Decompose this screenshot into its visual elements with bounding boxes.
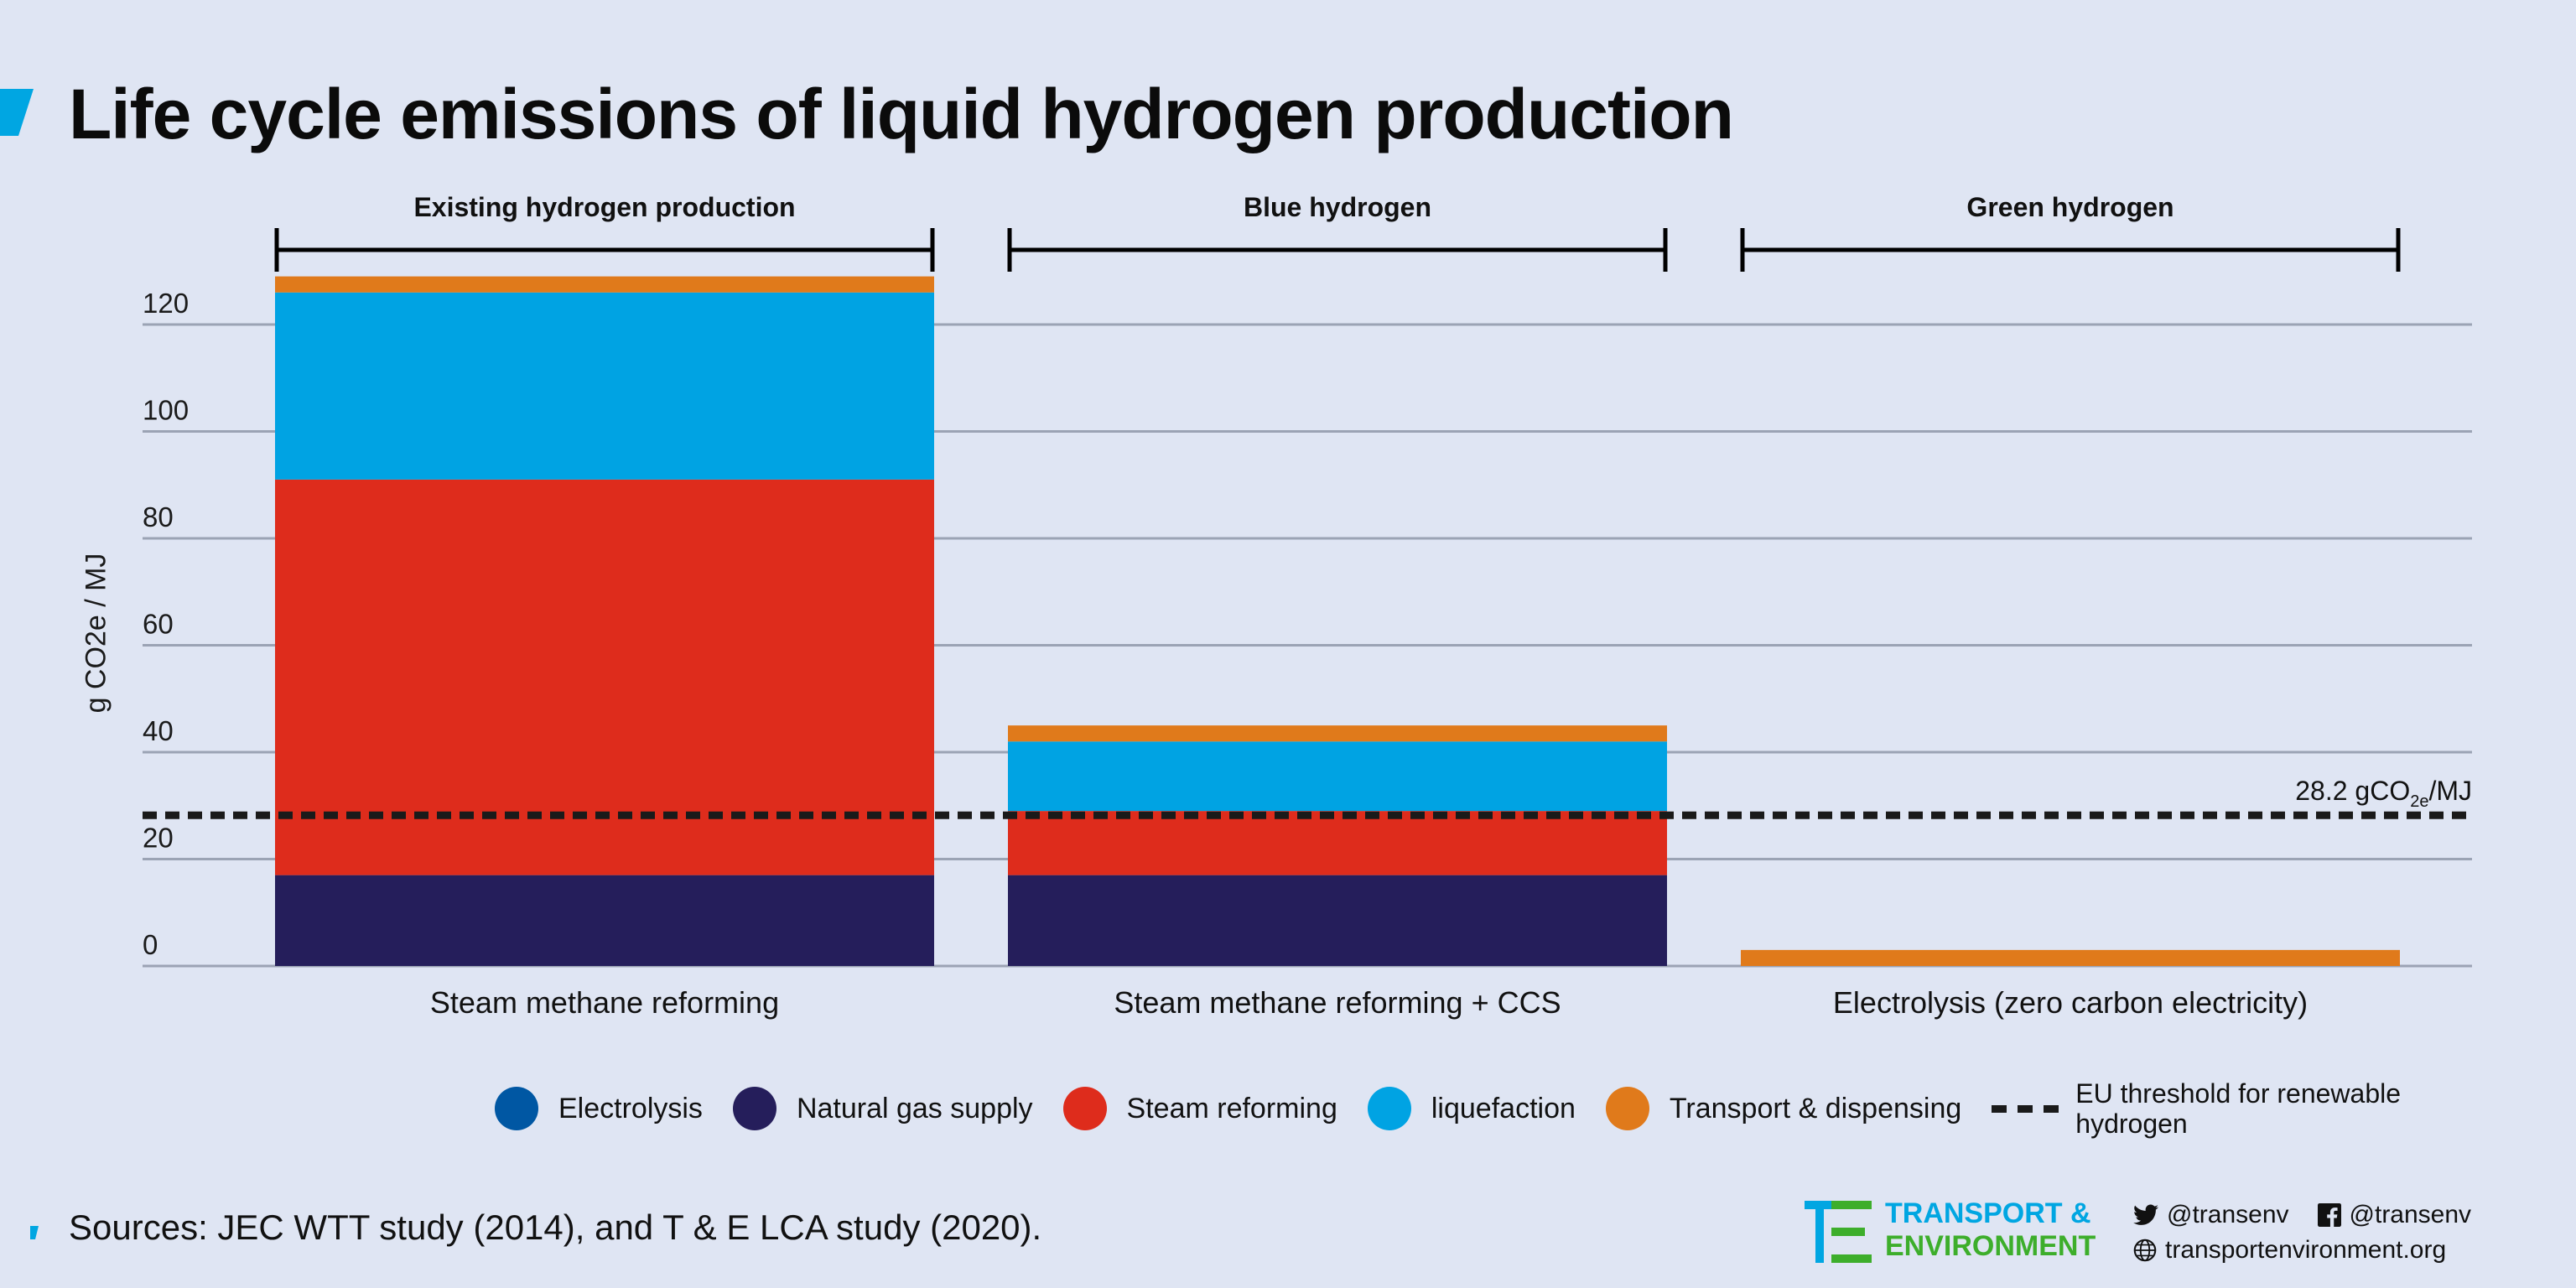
legend-dashed-line (1992, 1104, 2059, 1113)
twitter-handle[interactable]: @transenv (2167, 1201, 2289, 1228)
bar-segment (1741, 949, 2400, 966)
y-tick-label: 20 (143, 823, 174, 854)
group-header: Existing hydrogen production (413, 192, 795, 222)
threshold-label: 28.2 gCO2e/MJ (2295, 776, 2472, 811)
y-tick-label: 40 (143, 715, 174, 746)
sources-accent-shape (30, 1226, 39, 1239)
legend-label: Steam reforming (1126, 1092, 1337, 1124)
legend-label: Electrolysis (558, 1092, 703, 1124)
bar-segment (275, 875, 934, 966)
legend-label: Transport & dispensing (1669, 1092, 1962, 1124)
bar-segment (275, 276, 934, 293)
y-tick-label: 60 (143, 609, 174, 640)
legend-item-steam-reforming: Steam reforming (1062, 1087, 1337, 1130)
logo-wordmark: TRANSPORT & ENVIRONMENT (1885, 1197, 2096, 1263)
legend-swatch (1062, 1087, 1107, 1130)
legend-item-eu-threshold: EU threshold for renewable hydrogen (1992, 1078, 2436, 1139)
social-links: @transenv @transenv transportenvironment… (2133, 1197, 2471, 1268)
globe-icon (2133, 1239, 2157, 1262)
legend-swatch (1367, 1087, 1411, 1130)
y-axis-label: g CO2e / MJ (80, 553, 112, 714)
bar-segment (275, 292, 934, 480)
sources-note: Sources: JEC WTT study (2014), and T & E… (69, 1208, 1042, 1247)
group-header: Blue hydrogen (1244, 192, 1431, 222)
y-tick-label: 0 (143, 929, 158, 960)
legend-label: liquefaction (1431, 1092, 1576, 1124)
group-header: Green hydrogen (1966, 192, 2174, 222)
logo-line-2: ENVIRONMENT (1885, 1230, 2096, 1262)
y-tick-label: 100 (143, 395, 189, 426)
legend-item-electrolysis: Electrolysis (495, 1087, 703, 1130)
y-tick-label: 80 (143, 501, 174, 532)
x-tick-label: Steam methane reforming + CCS (1114, 985, 1561, 1020)
legend-swatch (732, 1087, 776, 1130)
facebook-handle[interactable]: @transenv (2349, 1201, 2472, 1228)
twitter-icon (2133, 1204, 2158, 1225)
legend-label: Natural gas supply (796, 1092, 1033, 1124)
legend-item-transport-dispensing: Transport & dispensing (1605, 1087, 1962, 1130)
legend: Electrolysis Natural gas supply Steam re… (495, 1078, 2466, 1139)
legend-swatch (1605, 1087, 1649, 1130)
logo-line-1: TRANSPORT & (1885, 1197, 2091, 1229)
website-link[interactable]: transportenvironment.org (2165, 1236, 2447, 1264)
title-accent-shape (0, 89, 34, 136)
bar-segment (1008, 725, 1667, 742)
x-tick-label: Electrolysis (zero carbon electricity) (1833, 985, 2308, 1020)
y-tick-label: 120 (143, 288, 189, 319)
transport-environment-logo: TRANSPORT & ENVIRONMENT (1805, 1197, 2113, 1266)
x-tick-label: Steam methane reforming (430, 985, 779, 1020)
page-title: Life cycle emissions of liquid hydrogen … (69, 75, 1734, 153)
legend-label: EU threshold for renewable hydrogen (2075, 1078, 2402, 1139)
bar-segment (1008, 875, 1667, 966)
te-logo-icon (1805, 1201, 1872, 1263)
legend-item-natural-gas-supply: Natural gas supply (732, 1087, 1033, 1130)
facebook-icon (2317, 1203, 2341, 1227)
legend-swatch (495, 1087, 538, 1130)
legend-item-liquefaction: liquefaction (1367, 1087, 1576, 1130)
bar-segment (275, 479, 934, 875)
bar-segment (1008, 811, 1667, 875)
stacked-bar-chart: 0 20 40 60 80 100 120 Steam methane reforming St… (143, 192, 2472, 1020)
bar-segment (1008, 741, 1667, 812)
